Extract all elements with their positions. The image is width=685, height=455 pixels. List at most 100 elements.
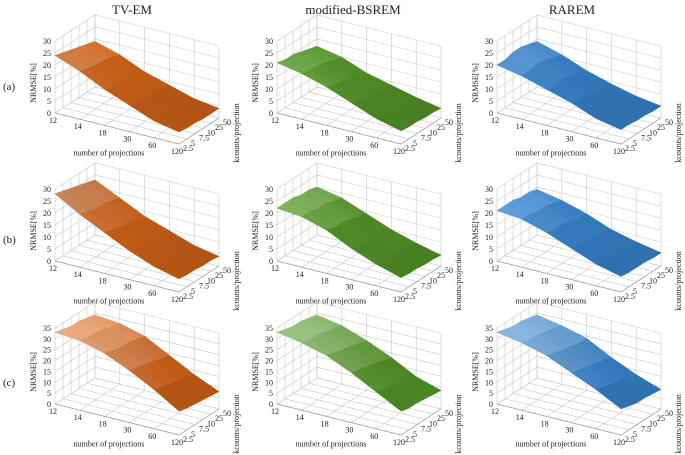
z-tick-label: 5 (47, 389, 51, 398)
z-tick-label: 10 (265, 378, 273, 387)
y-tick-label: 7.5 (421, 134, 431, 143)
y-tick-label: 5 (413, 430, 417, 439)
gridline-x-floor (546, 390, 587, 417)
z-tick-label: 35 (265, 324, 273, 333)
z-tick-label: 30 (485, 37, 493, 46)
gridline-x-floor (326, 390, 367, 417)
x-axis-line (276, 112, 402, 145)
z-axis-title: NRMSE[%] (471, 63, 480, 103)
y-axis-line (178, 408, 220, 436)
y-tick-label: 50 (223, 118, 231, 127)
x-tick-label: 12 (49, 116, 57, 125)
z-axis-title: NRMSE[%] (29, 352, 38, 392)
z-tick-label: 25 (43, 346, 51, 355)
gridline-x-floor (54, 86, 96, 114)
x-tick-label: 30 (123, 135, 131, 144)
y-tick-label: 50 (445, 266, 453, 275)
z-tick-label: 20 (485, 357, 493, 366)
x-tick-label: 120 (393, 147, 405, 156)
gridline-y-floor (292, 393, 418, 425)
gridline-x-floor (521, 240, 562, 268)
gridline-y-floor (292, 250, 418, 282)
x-tick-label: 12 (491, 116, 499, 125)
gridline-y-floor (62, 398, 188, 431)
x-tick-label: 60 (148, 141, 156, 150)
column-title-rarem: RAREM (549, 2, 596, 17)
x-tick-label: 18 (321, 419, 329, 428)
x-tick-label: 30 (565, 135, 573, 144)
z-axis-title: NRMSE[%] (251, 352, 260, 392)
y-tick-label: 50 (665, 118, 673, 127)
z-tick-label: 30 (43, 37, 51, 46)
z-axis-title: NRMSE[%] (29, 211, 38, 251)
x-tick-label: 14 (296, 270, 304, 279)
z-tick-label: 0 (269, 109, 273, 118)
z-tick-label: 20 (265, 209, 273, 218)
x-tick-label: 18 (99, 276, 107, 285)
z-tick-label: 15 (265, 73, 273, 82)
y-tick-label: 50 (223, 409, 231, 418)
gridline-x-floor (496, 86, 538, 114)
y-axis-line (400, 117, 442, 145)
z-tick-label: 30 (485, 335, 493, 344)
x-tick-label: 30 (345, 283, 353, 292)
y-tick-label: 25 (657, 123, 665, 132)
z-tick-label: 10 (43, 85, 51, 94)
surface-patch (595, 386, 630, 410)
row-label-a: (a) (3, 81, 16, 93)
gridline-x-floor (496, 234, 538, 262)
z-tick-label: 0 (269, 257, 273, 266)
surface-patch (153, 386, 188, 412)
x-tick-label: 120 (613, 147, 625, 156)
surface-patch (153, 115, 188, 133)
z-tick-label: 0 (47, 400, 51, 409)
z-axis-title: NRMSE[%] (251, 211, 260, 251)
x-tick-label: 18 (541, 276, 549, 285)
gridline-y-floor (512, 393, 638, 425)
y-tick-label: 5 (413, 139, 417, 148)
y-tick-label: 2.5 (405, 292, 415, 301)
x-tick-label: 120 (171, 147, 183, 156)
z-tick-label: 5 (269, 245, 273, 254)
x-tick-label: 30 (123, 426, 131, 435)
x-tick-label: 18 (541, 419, 549, 428)
z-tick-label: 10 (485, 85, 493, 94)
z-tick-label: 15 (485, 73, 493, 82)
x-axis-title: number of projections (74, 149, 145, 158)
x-axis-title: number of projections (296, 297, 367, 306)
x-tick-label: 60 (370, 432, 378, 441)
x-tick-label: 14 (74, 413, 82, 422)
z-tick-label: 5 (489, 97, 493, 106)
y-axis-title: kcounts/projection (454, 394, 463, 454)
z-tick-label: 5 (489, 389, 493, 398)
y-tick-label: 5 (191, 139, 195, 148)
gridline-x-floor (301, 383, 342, 411)
z-tick-label: 20 (485, 61, 493, 70)
z-tick-label: 30 (43, 185, 51, 194)
z-tick-label: 5 (269, 97, 273, 106)
y-axis-title: kcounts/projection (232, 251, 241, 311)
x-tick-label: 12 (271, 264, 279, 273)
x-axis-line (276, 260, 402, 293)
y-tick-label: 5 (633, 430, 637, 439)
z-tick-label: 5 (47, 97, 51, 106)
gridline-x-floor (571, 396, 612, 423)
y-tick-label: 10 (649, 276, 657, 285)
gridline-x-floor (276, 86, 318, 114)
gridline-y-floor (284, 107, 410, 140)
x-axis-title: number of projections (516, 440, 587, 449)
y-axis-line (400, 408, 442, 436)
y-tick-label: 2.5 (405, 144, 415, 153)
z-tick-label: 35 (485, 324, 493, 333)
y-tick-label: 10 (649, 128, 657, 137)
y-tick-label: 5 (633, 287, 637, 296)
gridline-x-floor (79, 92, 120, 120)
z-tick-label: 0 (489, 257, 493, 266)
y-tick-label: 5 (413, 287, 417, 296)
z-axis-title: NRMSE[%] (251, 63, 260, 103)
